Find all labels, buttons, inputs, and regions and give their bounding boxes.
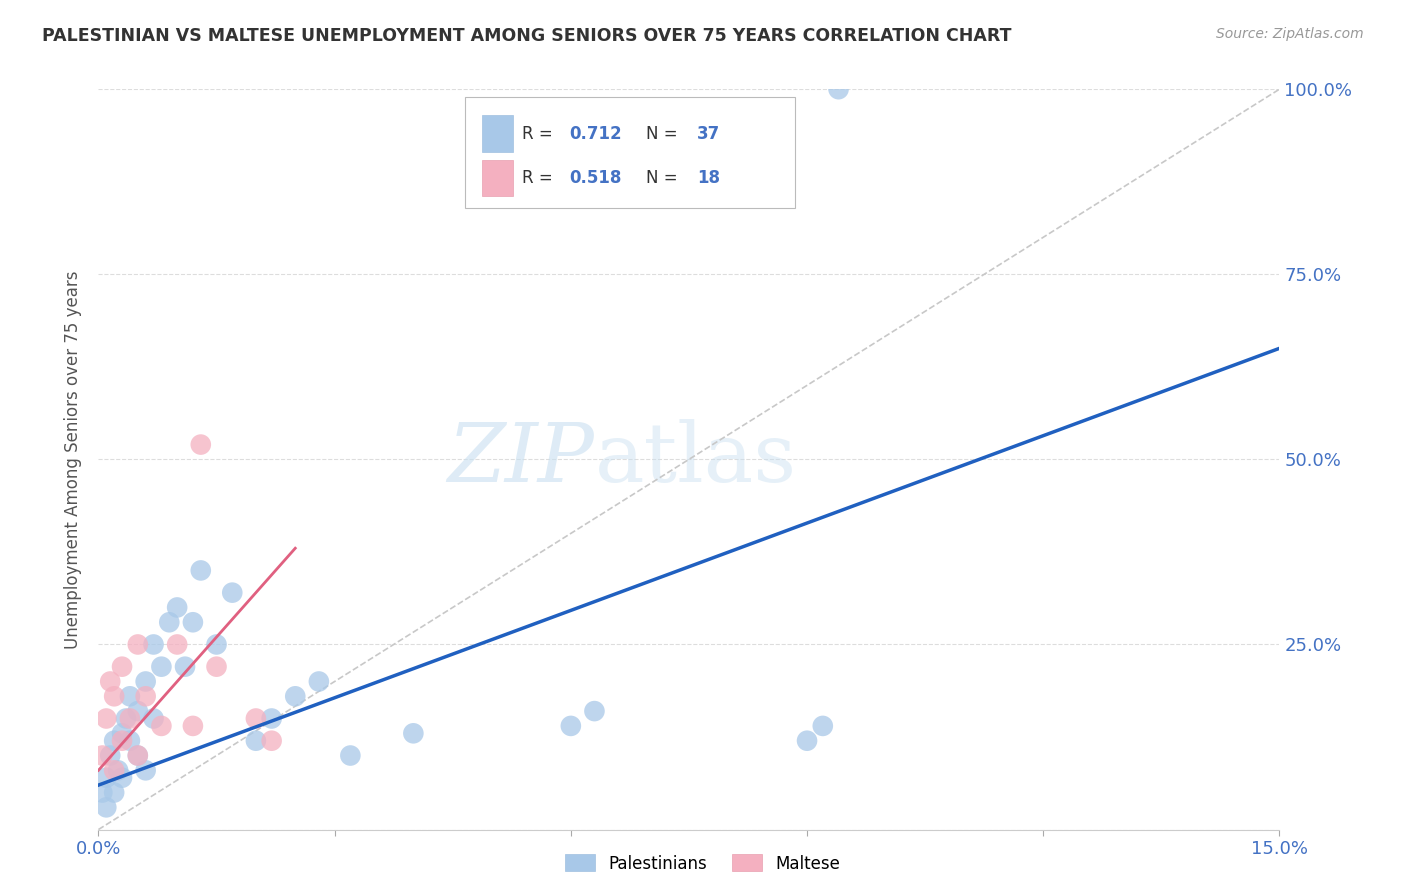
Point [150, 719, 173, 733]
Point [221, 585, 243, 599]
Point [560, 719, 582, 733]
Point [135, 764, 157, 778]
Point [308, 674, 330, 689]
Text: 0.518: 0.518 [569, 169, 621, 187]
Point [111, 733, 134, 747]
Text: PALESTINIAN VS MALTESE UNEMPLOYMENT AMONG SENIORS OVER 75 YEARS CORRELATION CHAR: PALESTINIAN VS MALTESE UNEMPLOYMENT AMON… [42, 27, 1012, 45]
Point [91, 748, 114, 763]
Point [190, 564, 212, 578]
Text: 0.712: 0.712 [569, 125, 623, 143]
Point [127, 704, 149, 718]
Point [111, 659, 134, 673]
Point [157, 615, 180, 630]
Point [181, 719, 204, 733]
Text: Source: ZipAtlas.com: Source: ZipAtlas.com [1216, 27, 1364, 41]
Point [96, 712, 118, 726]
Point [796, 733, 818, 747]
Point [811, 719, 834, 733]
Text: 18: 18 [697, 169, 720, 187]
Point [245, 712, 267, 726]
Point [150, 659, 173, 673]
Text: atlas: atlas [595, 419, 797, 500]
Point [260, 733, 283, 747]
Text: N =: N = [647, 169, 683, 187]
Point [103, 733, 125, 747]
Point [166, 600, 188, 615]
Point [135, 690, 157, 704]
Point [205, 659, 228, 673]
FancyBboxPatch shape [482, 115, 513, 152]
Text: N =: N = [647, 125, 683, 143]
Point [181, 615, 204, 630]
Point [135, 674, 157, 689]
Point [142, 637, 165, 651]
FancyBboxPatch shape [464, 96, 796, 208]
FancyBboxPatch shape [482, 160, 513, 196]
Point [190, 437, 212, 451]
Point [205, 637, 228, 651]
Text: 37: 37 [697, 125, 720, 143]
Point [111, 771, 134, 785]
Point [827, 82, 849, 96]
Point [103, 786, 125, 800]
Point [98, 674, 121, 689]
Point [127, 748, 149, 763]
Point [339, 748, 361, 763]
Y-axis label: Unemployment Among Seniors over 75 years: Unemployment Among Seniors over 75 years [65, 270, 83, 648]
Point [118, 690, 141, 704]
Text: R =: R = [523, 169, 558, 187]
Point [127, 637, 149, 651]
Point [96, 800, 118, 814]
Point [127, 748, 149, 763]
Point [118, 712, 141, 726]
Point [96, 771, 118, 785]
Point [583, 704, 606, 718]
Point [260, 712, 283, 726]
Point [142, 712, 165, 726]
Point [402, 726, 425, 740]
Legend: Palestinians, Maltese: Palestinians, Maltese [558, 847, 848, 880]
Text: ZIP: ZIP [447, 419, 595, 500]
Point [166, 637, 188, 651]
Point [115, 712, 138, 726]
Point [118, 733, 141, 747]
Text: R =: R = [523, 125, 558, 143]
Point [98, 748, 121, 763]
Point [107, 764, 129, 778]
Point [103, 764, 125, 778]
Point [111, 726, 134, 740]
Point [245, 733, 267, 747]
Point [91, 786, 114, 800]
Point [103, 690, 125, 704]
Point [284, 690, 307, 704]
Point [174, 659, 197, 673]
